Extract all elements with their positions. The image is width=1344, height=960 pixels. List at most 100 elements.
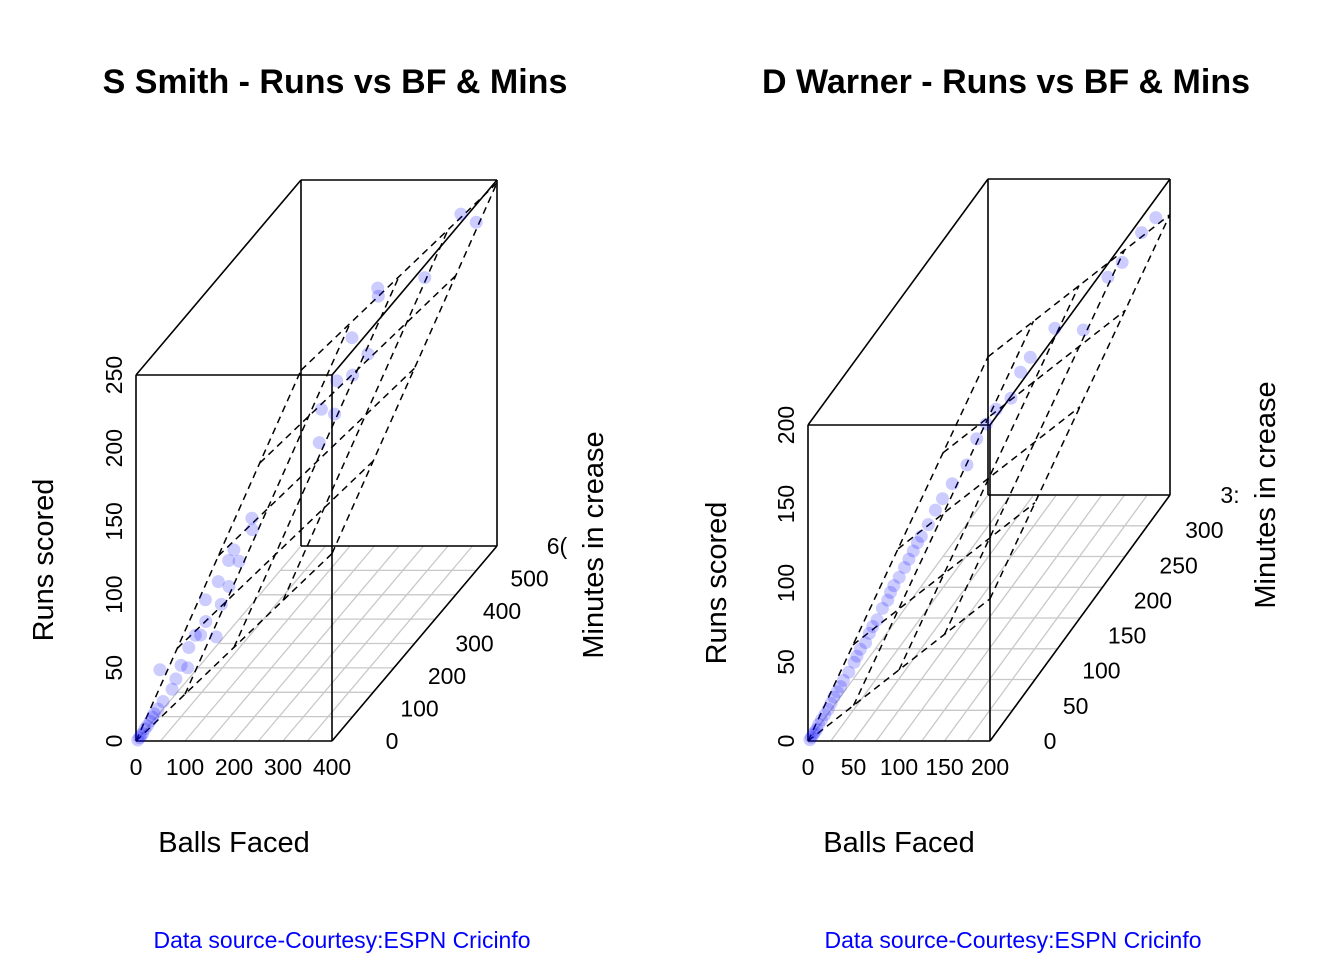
data-point <box>898 561 911 574</box>
chart-title: D Warner - Runs vs BF & Mins <box>762 63 1250 101</box>
data-point <box>165 682 179 696</box>
box-edge <box>331 545 498 742</box>
data-point <box>346 368 360 382</box>
floor-grid-line <box>282 545 449 742</box>
data-point <box>906 544 920 558</box>
z-tick-label: 0 <box>773 735 799 748</box>
y-tick-label: 0 <box>386 728 399 754</box>
data-point <box>803 733 817 747</box>
z-tick-label: 150 <box>773 485 799 523</box>
regression-plane-line <box>184 323 351 695</box>
data-point <box>853 642 867 656</box>
regression-plane-line <box>989 214 1171 600</box>
y-axis-label: Minutes in crease <box>578 431 610 658</box>
data-point <box>198 593 212 607</box>
data-point <box>815 713 828 727</box>
regression-plane-line <box>259 275 457 464</box>
floor-grid-line <box>943 494 1126 742</box>
box-edge <box>989 494 1171 742</box>
data-point <box>312 436 326 450</box>
data-point <box>911 536 924 550</box>
regression-plane-line <box>135 369 302 742</box>
data-point <box>188 628 202 642</box>
bounding-box <box>807 178 1171 742</box>
y-tick-label: 250 <box>1159 552 1197 578</box>
data-point <box>181 661 195 675</box>
data-point <box>131 733 145 747</box>
data-point <box>1115 255 1129 269</box>
y-tick-label: 100 <box>1082 658 1120 684</box>
data-source-note: Data source-Courtesy:ESPN Cricinfo <box>153 927 530 953</box>
regression-plane-line <box>943 249 1126 635</box>
data-point <box>936 492 949 506</box>
y-tick-label: 3: <box>1220 482 1239 508</box>
data-point <box>862 626 876 640</box>
regression-plane-line <box>852 320 1035 706</box>
data-point <box>921 518 935 532</box>
y-tick-label: 300 <box>1185 517 1223 543</box>
data-point <box>245 523 259 537</box>
data-point <box>824 696 838 710</box>
regression-plane-line <box>898 285 1080 671</box>
data-source-note: Data source-Courtesy:ESPN Cricinfo <box>824 927 1201 953</box>
data-point <box>136 726 150 740</box>
x-axis-label: Balls Faced <box>158 827 310 859</box>
data-point <box>454 207 468 221</box>
regression-plane <box>135 182 498 742</box>
data-point <box>361 347 375 361</box>
data-point <box>881 593 895 607</box>
data-points <box>803 211 1163 747</box>
regression-plane-line <box>852 502 1036 646</box>
data-point <box>371 289 385 303</box>
z-tick-label: 100 <box>101 575 127 613</box>
data-points <box>131 207 483 747</box>
regression-plane-line <box>987 214 1171 358</box>
data-point <box>469 215 483 229</box>
data-point <box>1004 391 1018 405</box>
data-point <box>875 601 889 615</box>
warner-chart-panel: D Warner - Runs vs BF & Mins 0 50 100 150 20… <box>701 63 1282 953</box>
data-point <box>194 628 208 642</box>
data-point <box>156 695 170 708</box>
regression-plane-line <box>942 310 1126 454</box>
box-edge <box>807 178 989 426</box>
data-point <box>1076 323 1090 337</box>
data-point <box>850 649 864 663</box>
data-point <box>1149 211 1163 225</box>
data-point <box>1135 226 1148 240</box>
floor-grid <box>807 494 1171 742</box>
data-point <box>209 630 223 644</box>
data-point <box>914 529 928 543</box>
data-point <box>970 432 984 446</box>
x-tick-label: 50 <box>841 754 867 780</box>
y-tick-label: 6( <box>547 533 568 559</box>
data-point <box>199 615 213 628</box>
data-point <box>314 402 328 416</box>
data-point <box>328 407 342 421</box>
y-tick-label: 400 <box>483 598 521 624</box>
y-tick-label: 200 <box>1134 587 1172 613</box>
regression-plane-line <box>233 276 400 648</box>
y-tick-label: 50 <box>1063 693 1089 719</box>
z-tick-label: 200 <box>101 429 127 467</box>
data-point <box>812 718 826 731</box>
data-point <box>146 710 159 724</box>
z-tick-label: 150 <box>101 502 127 540</box>
x-tick-label: 100 <box>880 754 918 780</box>
data-point <box>245 511 259 525</box>
data-point <box>345 331 359 345</box>
y-tick-label: 200 <box>428 663 466 689</box>
data-point <box>143 714 157 728</box>
data-point <box>222 554 236 567</box>
floor-grid-line <box>307 545 473 742</box>
data-point <box>847 655 861 669</box>
y-tick-label: 500 <box>510 566 548 592</box>
data-point <box>859 636 873 650</box>
x-axis-label: Balls Faced <box>823 827 975 859</box>
data-point <box>808 725 822 739</box>
x-tick-label: 200 <box>215 754 253 780</box>
box-edge <box>135 179 302 376</box>
data-point <box>232 554 246 568</box>
data-point <box>945 477 959 491</box>
